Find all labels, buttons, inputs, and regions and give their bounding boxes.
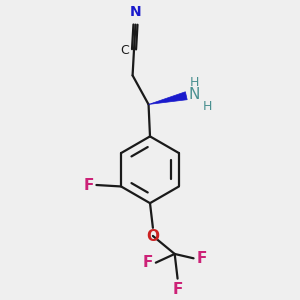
Text: F: F (142, 255, 153, 270)
Text: F: F (172, 281, 183, 296)
Polygon shape (148, 92, 187, 104)
Text: O: O (146, 229, 159, 244)
Text: N: N (130, 5, 141, 20)
Text: F: F (196, 251, 207, 266)
Text: C: C (120, 44, 129, 57)
Text: F: F (83, 178, 94, 193)
Text: N: N (189, 87, 200, 102)
Text: H: H (202, 100, 212, 113)
Text: H: H (190, 76, 199, 89)
